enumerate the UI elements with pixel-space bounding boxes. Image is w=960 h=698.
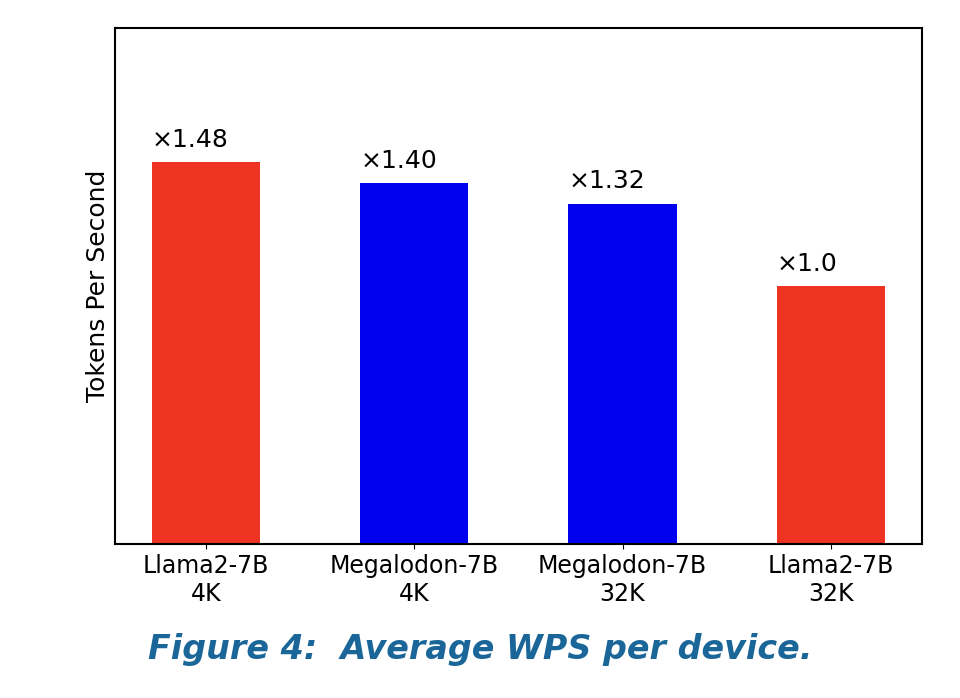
Y-axis label: Tokens Per Second: Tokens Per Second: [85, 170, 109, 402]
Text: ×1.0: ×1.0: [777, 252, 837, 276]
Text: ×1.32: ×1.32: [568, 169, 645, 193]
Text: ×1.48: ×1.48: [152, 128, 228, 152]
Bar: [152, 162, 260, 544]
Bar: [777, 286, 885, 544]
Bar: [568, 204, 677, 544]
Text: ×1.40: ×1.40: [360, 149, 437, 172]
Bar: [360, 183, 468, 544]
Text: Figure 4:  Average WPS per device.: Figure 4: Average WPS per device.: [148, 632, 812, 666]
